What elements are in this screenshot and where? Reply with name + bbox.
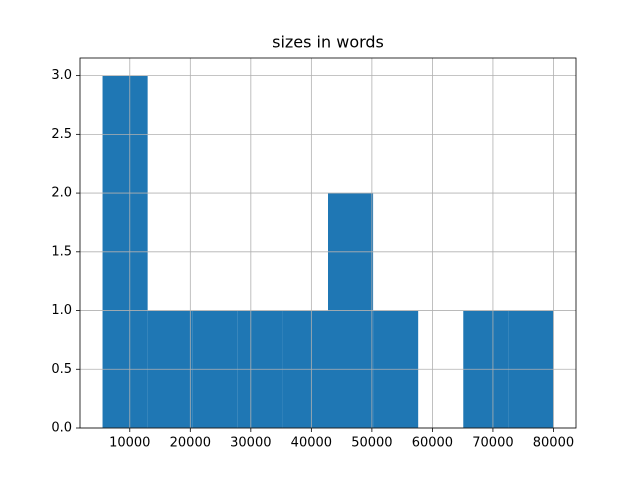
plot-frame [79,57,577,429]
x-tick-label: 80000 [533,436,574,451]
x-tick-label: 40000 [291,436,332,451]
y-tick-label: 1.5 [51,244,72,259]
y-tick-label: 0.5 [51,362,72,377]
x-tick-label: 50000 [351,436,392,451]
y-tick-label: 2.0 [51,186,72,201]
x-tick-label: 20000 [170,436,211,451]
x-tick-label: 30000 [230,436,271,451]
y-tick-label: 1.0 [51,303,72,318]
x-tick-label: 70000 [472,436,513,451]
y-tick-label: 2.5 [51,127,72,142]
y-tick-label: 3.0 [51,68,72,83]
x-tick-label: 60000 [412,436,453,451]
chart-title: sizes in words [272,33,384,52]
x-tick-label: 10000 [109,436,150,451]
y-tick-label: 0.0 [51,421,72,436]
